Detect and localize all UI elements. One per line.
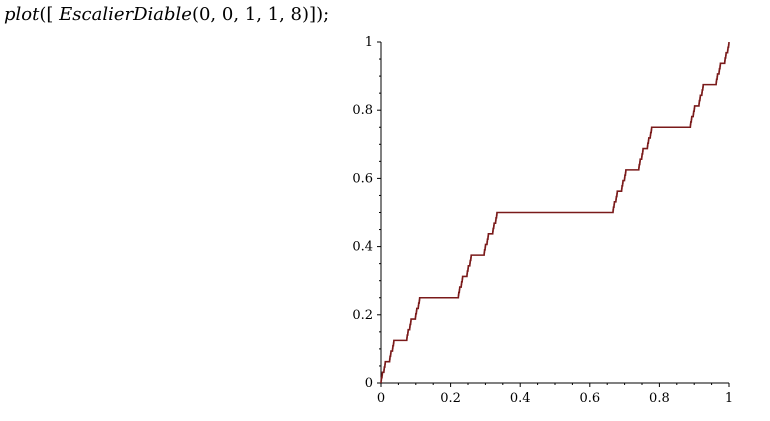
x-tick-label: 0.8	[649, 391, 670, 406]
x-tick-label: 0	[377, 391, 385, 406]
y-tick-label: 0	[365, 376, 373, 391]
command-arg-name: EscalierDiable	[59, 4, 192, 25]
y-tick-label: 1	[365, 35, 373, 50]
command-input-line[interactable]: plot([ EscalierDiable(0, 0, 1, 1, 8)]);	[4, 4, 329, 25]
staircase-curve	[380, 41, 730, 384]
x-tick-label: 1	[725, 391, 733, 406]
command-function: plot	[4, 4, 40, 25]
y-tick-label: 0.6	[352, 171, 373, 186]
command-args: (0, 0, 1, 1, 8)	[191, 4, 310, 25]
command-open: ([	[39, 4, 60, 25]
x-tick-label: 0.6	[579, 391, 600, 406]
y-tick-label: 0.8	[352, 103, 373, 118]
y-axis-ticks: 0 0.2 0.4 0.6 0.8 1	[352, 35, 381, 391]
x-tick-label: 0.4	[510, 391, 531, 406]
y-tick-label: 0.2	[352, 308, 373, 323]
command-close: ]);	[309, 4, 330, 25]
y-tick-label: 0.4	[352, 240, 373, 255]
x-tick-label: 0.2	[440, 391, 461, 406]
x-axis-ticks: 0 0.2 0.4 0.6 0.8 1	[377, 383, 733, 406]
